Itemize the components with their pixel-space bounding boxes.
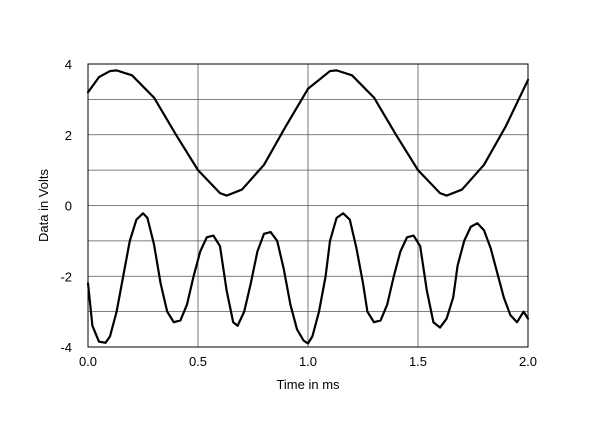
grid [88, 64, 528, 347]
y-tick-label: 2 [65, 128, 72, 143]
x-tick-label: 0.5 [189, 354, 207, 369]
y-tick-label: 0 [65, 199, 72, 214]
x-tick-label: 0.0 [79, 354, 97, 369]
y-tick-label: 4 [65, 57, 72, 72]
y-axis-label: Data in Volts [36, 169, 51, 242]
x-axis-label: Time in ms [276, 377, 340, 392]
y-tick-label: -2 [60, 269, 72, 284]
y-axis-ticks: -4 -2 0 2 4 [60, 57, 72, 355]
series-line-2 [86, 212, 530, 345]
y-tick-label: -4 [60, 340, 72, 355]
x-tick-label: 1.5 [409, 354, 427, 369]
x-tick-label: 2.0 [519, 354, 537, 369]
x-axis-ticks: 0.0 0.5 1.0 1.5 2.0 [79, 354, 537, 369]
series-line-1 [86, 69, 530, 197]
plot-frame [87, 63, 529, 348]
series-group [86, 69, 530, 345]
x-tick-label: 1.0 [299, 354, 317, 369]
